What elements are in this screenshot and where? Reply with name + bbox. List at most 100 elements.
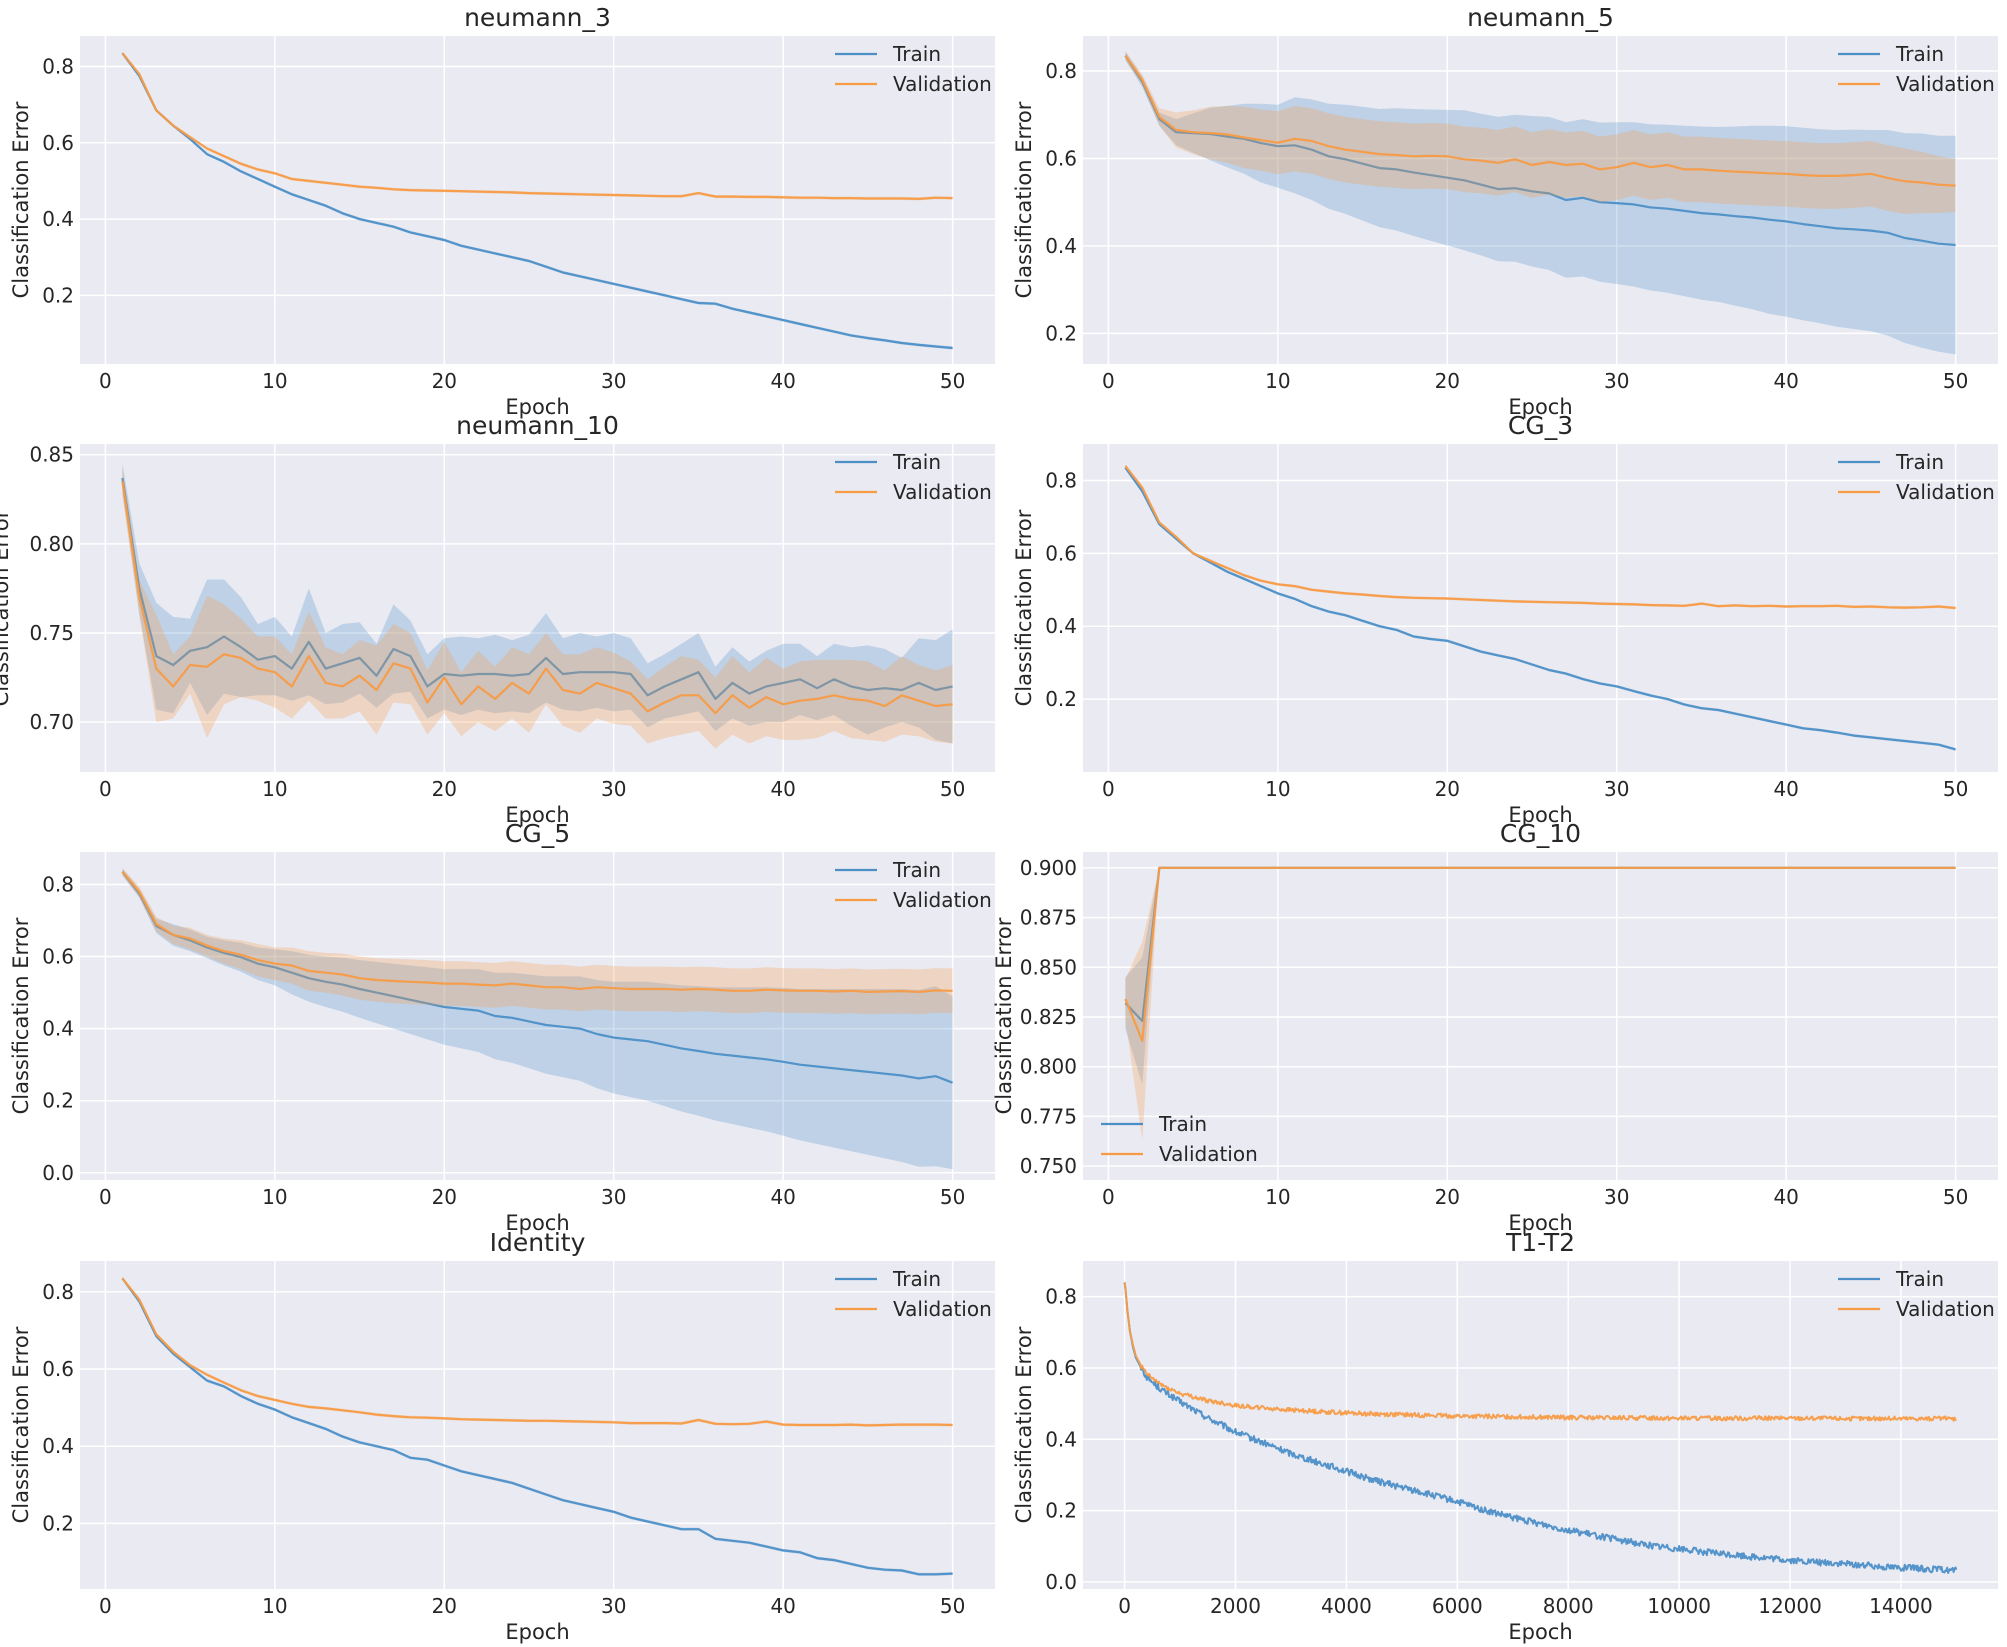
y-axis-label: Classification Error <box>1012 509 1036 706</box>
x-tick-label: 40 <box>1773 777 1798 801</box>
x-tick-label: 50 <box>940 1594 965 1618</box>
train-line <box>121 1277 953 1576</box>
x-axis-label: Epoch <box>1508 1620 1572 1644</box>
subplot-title: neumann_5 <box>1467 3 1614 32</box>
train-line <box>121 477 953 700</box>
subplot-title: CG_10 <box>1500 819 1581 848</box>
validation-line <box>121 871 953 993</box>
x-tick-label: 0 <box>1118 1594 1131 1618</box>
x-tick-label: 30 <box>601 777 626 801</box>
train-line <box>121 52 953 350</box>
y-tick-label: 0.6 <box>1045 146 1077 170</box>
x-tick-label: 12000 <box>1758 1594 1822 1618</box>
y-tick-label: 0.2 <box>1045 687 1077 711</box>
y-tick-label: 0.2 <box>42 283 74 307</box>
legend: Train Validation <box>835 1267 992 1321</box>
subplot-6: 0 10 20 30 40 50 0.2 0.4 0.6 0.8 Identity Epoch Clas… <box>9 1228 995 1644</box>
x-tick-label: 40 <box>770 1185 795 1209</box>
legend: Train Validation <box>1838 42 1995 96</box>
x-axis-label: Epoch <box>505 1211 569 1235</box>
x-tick-label: 20 <box>432 777 457 801</box>
x-tick-label: 40 <box>770 369 795 393</box>
train-line <box>1123 1282 1958 1574</box>
x-tick-label: 2000 <box>1210 1594 1261 1618</box>
y-tick-label: 0.8 <box>1045 59 1077 83</box>
y-axis-label: Classification Error <box>1012 1326 1036 1523</box>
subplot-title: neumann_3 <box>464 3 611 32</box>
x-tick-label: 50 <box>1943 369 1968 393</box>
y-tick-label: 0.8 <box>42 872 74 896</box>
x-axis-label: Epoch <box>505 803 569 827</box>
x-tick-label: 8000 <box>1543 1594 1594 1618</box>
y-axis-label: Classification Error <box>1012 101 1036 298</box>
y-tick-label: 0.8 <box>1045 1285 1077 1309</box>
legend-label-train: Train <box>892 450 941 474</box>
x-tick-label: 50 <box>1943 777 1968 801</box>
validation-line <box>121 481 953 715</box>
x-tick-label: 10 <box>262 1594 287 1618</box>
y-tick-label: 0.4 <box>42 1017 74 1041</box>
legend-label-validation: Validation <box>1896 1297 1995 1321</box>
x-tick-label: 20 <box>432 369 457 393</box>
legend-label-train: Train <box>1895 1267 1944 1291</box>
validation-line <box>1124 55 1956 187</box>
plot-area <box>80 444 995 772</box>
legend: Train Validation <box>1101 1112 1258 1166</box>
y-tick-label: 0.6 <box>42 945 74 969</box>
subplot-5: 0 10 20 30 40 50 0.750 0.775 0.800 0.825 0.850 0.87… <box>992 819 1998 1235</box>
x-tick-label: 30 <box>1604 1185 1629 1209</box>
x-tick-label: 0 <box>99 777 112 801</box>
y-tick-label: 0.2 <box>1045 321 1077 345</box>
x-tick-label: 20 <box>1435 369 1460 393</box>
y-tick-label: 0.85 <box>29 443 74 467</box>
legend: Train Validation <box>1838 450 1995 504</box>
plot-area <box>80 36 995 364</box>
validation-line <box>1123 1282 1957 1422</box>
y-tick-label: 0.75 <box>29 621 74 645</box>
subplot-title: neumann_10 <box>456 411 619 440</box>
x-axis-label: Epoch <box>505 1620 569 1644</box>
legend-label-validation: Validation <box>1896 72 1995 96</box>
x-tick-label: 30 <box>1604 777 1629 801</box>
y-tick-label: 0.750 <box>1020 1154 1077 1178</box>
x-tick-label: 10 <box>1265 369 1290 393</box>
validation-line <box>121 1277 953 1427</box>
subplot-3: 0 10 20 30 40 50 0.2 0.4 0.6 0.8 CG_3 Epoch Classifi… <box>1012 411 1998 827</box>
x-tick-label: 20 <box>432 1594 457 1618</box>
y-tick-label: 0.4 <box>42 1434 74 1458</box>
x-tick-label: 10 <box>262 369 287 393</box>
confidence-band <box>1125 51 1956 355</box>
y-tick-label: 0.8 <box>42 1280 74 1304</box>
x-tick-label: 30 <box>601 1594 626 1618</box>
validation-line <box>121 52 953 200</box>
x-tick-label: 0 <box>99 1185 112 1209</box>
x-tick-label: 10000 <box>1647 1594 1711 1618</box>
subplot-title: CG_3 <box>1508 411 1573 440</box>
legend-label-validation: Validation <box>1896 480 1995 504</box>
subplot-0: 0 10 20 30 40 50 0.2 0.4 0.6 0.8 neumann_3 Epoch Cla… <box>9 3 995 419</box>
x-axis-label: Epoch <box>1508 1211 1572 1235</box>
x-tick-label: 0 <box>1102 777 1115 801</box>
x-tick-label: 40 <box>770 1594 795 1618</box>
x-tick-label: 0 <box>1102 1185 1115 1209</box>
legend: Train Validation <box>1838 1267 1995 1321</box>
subplot-7: 0 2000 4000 6000 8000 10000 12000 14000 0.0 0.2 0.… <box>1012 1228 1998 1644</box>
y-tick-label: 0.0 <box>1045 1570 1077 1594</box>
validation-line <box>1124 866 1956 1042</box>
y-axis-label: Classification Error <box>9 1326 33 1523</box>
validation-line <box>1124 465 1956 610</box>
x-tick-label: 10 <box>262 777 287 801</box>
confidence-band <box>122 868 953 1015</box>
y-axis-label: Classification Error <box>0 509 13 706</box>
y-tick-label: 0.4 <box>1045 614 1077 638</box>
x-tick-label: 50 <box>940 369 965 393</box>
plot-area <box>1083 1261 1998 1589</box>
y-tick-label: 0.4 <box>1045 1427 1077 1451</box>
x-axis-label: Epoch <box>1508 395 1572 419</box>
x-tick-label: 10 <box>262 1185 287 1209</box>
y-tick-label: 0.775 <box>1020 1104 1077 1128</box>
x-tick-label: 50 <box>1943 1185 1968 1209</box>
legend: Train Validation <box>835 858 992 912</box>
x-tick-label: 0 <box>99 1594 112 1618</box>
y-axis-label: Classification Error <box>9 917 33 1114</box>
